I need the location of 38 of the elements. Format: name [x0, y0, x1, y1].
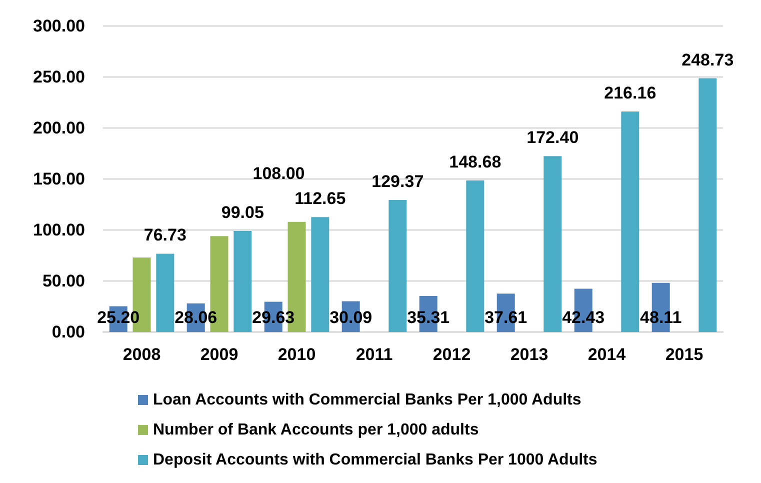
x-tick-label: 2012	[432, 345, 471, 364]
x-tick-label: 2011	[356, 345, 393, 364]
x-tick-label: 2013	[510, 345, 548, 364]
legend-label: Number of Bank Accounts per 1,000 adults	[153, 422, 479, 438]
data-label: 216.16	[604, 84, 656, 103]
data-label: 112.65	[294, 189, 346, 208]
data-label: 29.63	[252, 308, 295, 327]
data-label: 129.37	[372, 172, 424, 192]
data-label: 76.73	[144, 226, 186, 245]
bar	[156, 254, 174, 332]
data-label: 172.40	[526, 128, 579, 148]
bar	[544, 156, 562, 332]
legend-label: Deposit Accounts with Commercial Banks Per 1000 Adults	[153, 452, 598, 468]
y-tick-label: 200.00	[33, 118, 85, 138]
data-label: 108.00	[252, 164, 305, 183]
y-tick-label: 300.00	[33, 16, 85, 36]
y-tick-label: 50.00	[42, 272, 85, 290]
bar	[698, 78, 717, 332]
legend-label: Loan Accounts with Commercial Banks Per 1,000 Adults	[153, 392, 582, 408]
data-label: 148.68	[449, 152, 502, 172]
bar	[311, 217, 330, 332]
bar	[621, 112, 640, 332]
y-tick-label: 100.00	[33, 220, 85, 240]
bar	[466, 180, 484, 332]
y-tick-label: 0.00	[52, 322, 85, 342]
bar	[388, 200, 407, 332]
bar	[234, 230, 252, 332]
y-tick-label: 150.00	[33, 170, 85, 188]
x-tick-label: 2008	[122, 345, 161, 364]
x-tick-label: 2015	[665, 345, 704, 364]
data-label: 248.73	[682, 50, 734, 70]
x-tick-label: 2014	[588, 345, 626, 364]
y-tick-label: 250.00	[33, 68, 85, 86]
data-label: 25.20	[97, 308, 140, 327]
x-tick-label: 2009	[200, 345, 238, 364]
x-tick-label: 2010	[278, 345, 316, 364]
data-label: 28.06	[174, 308, 218, 327]
data-label: 99.05	[221, 202, 264, 222]
